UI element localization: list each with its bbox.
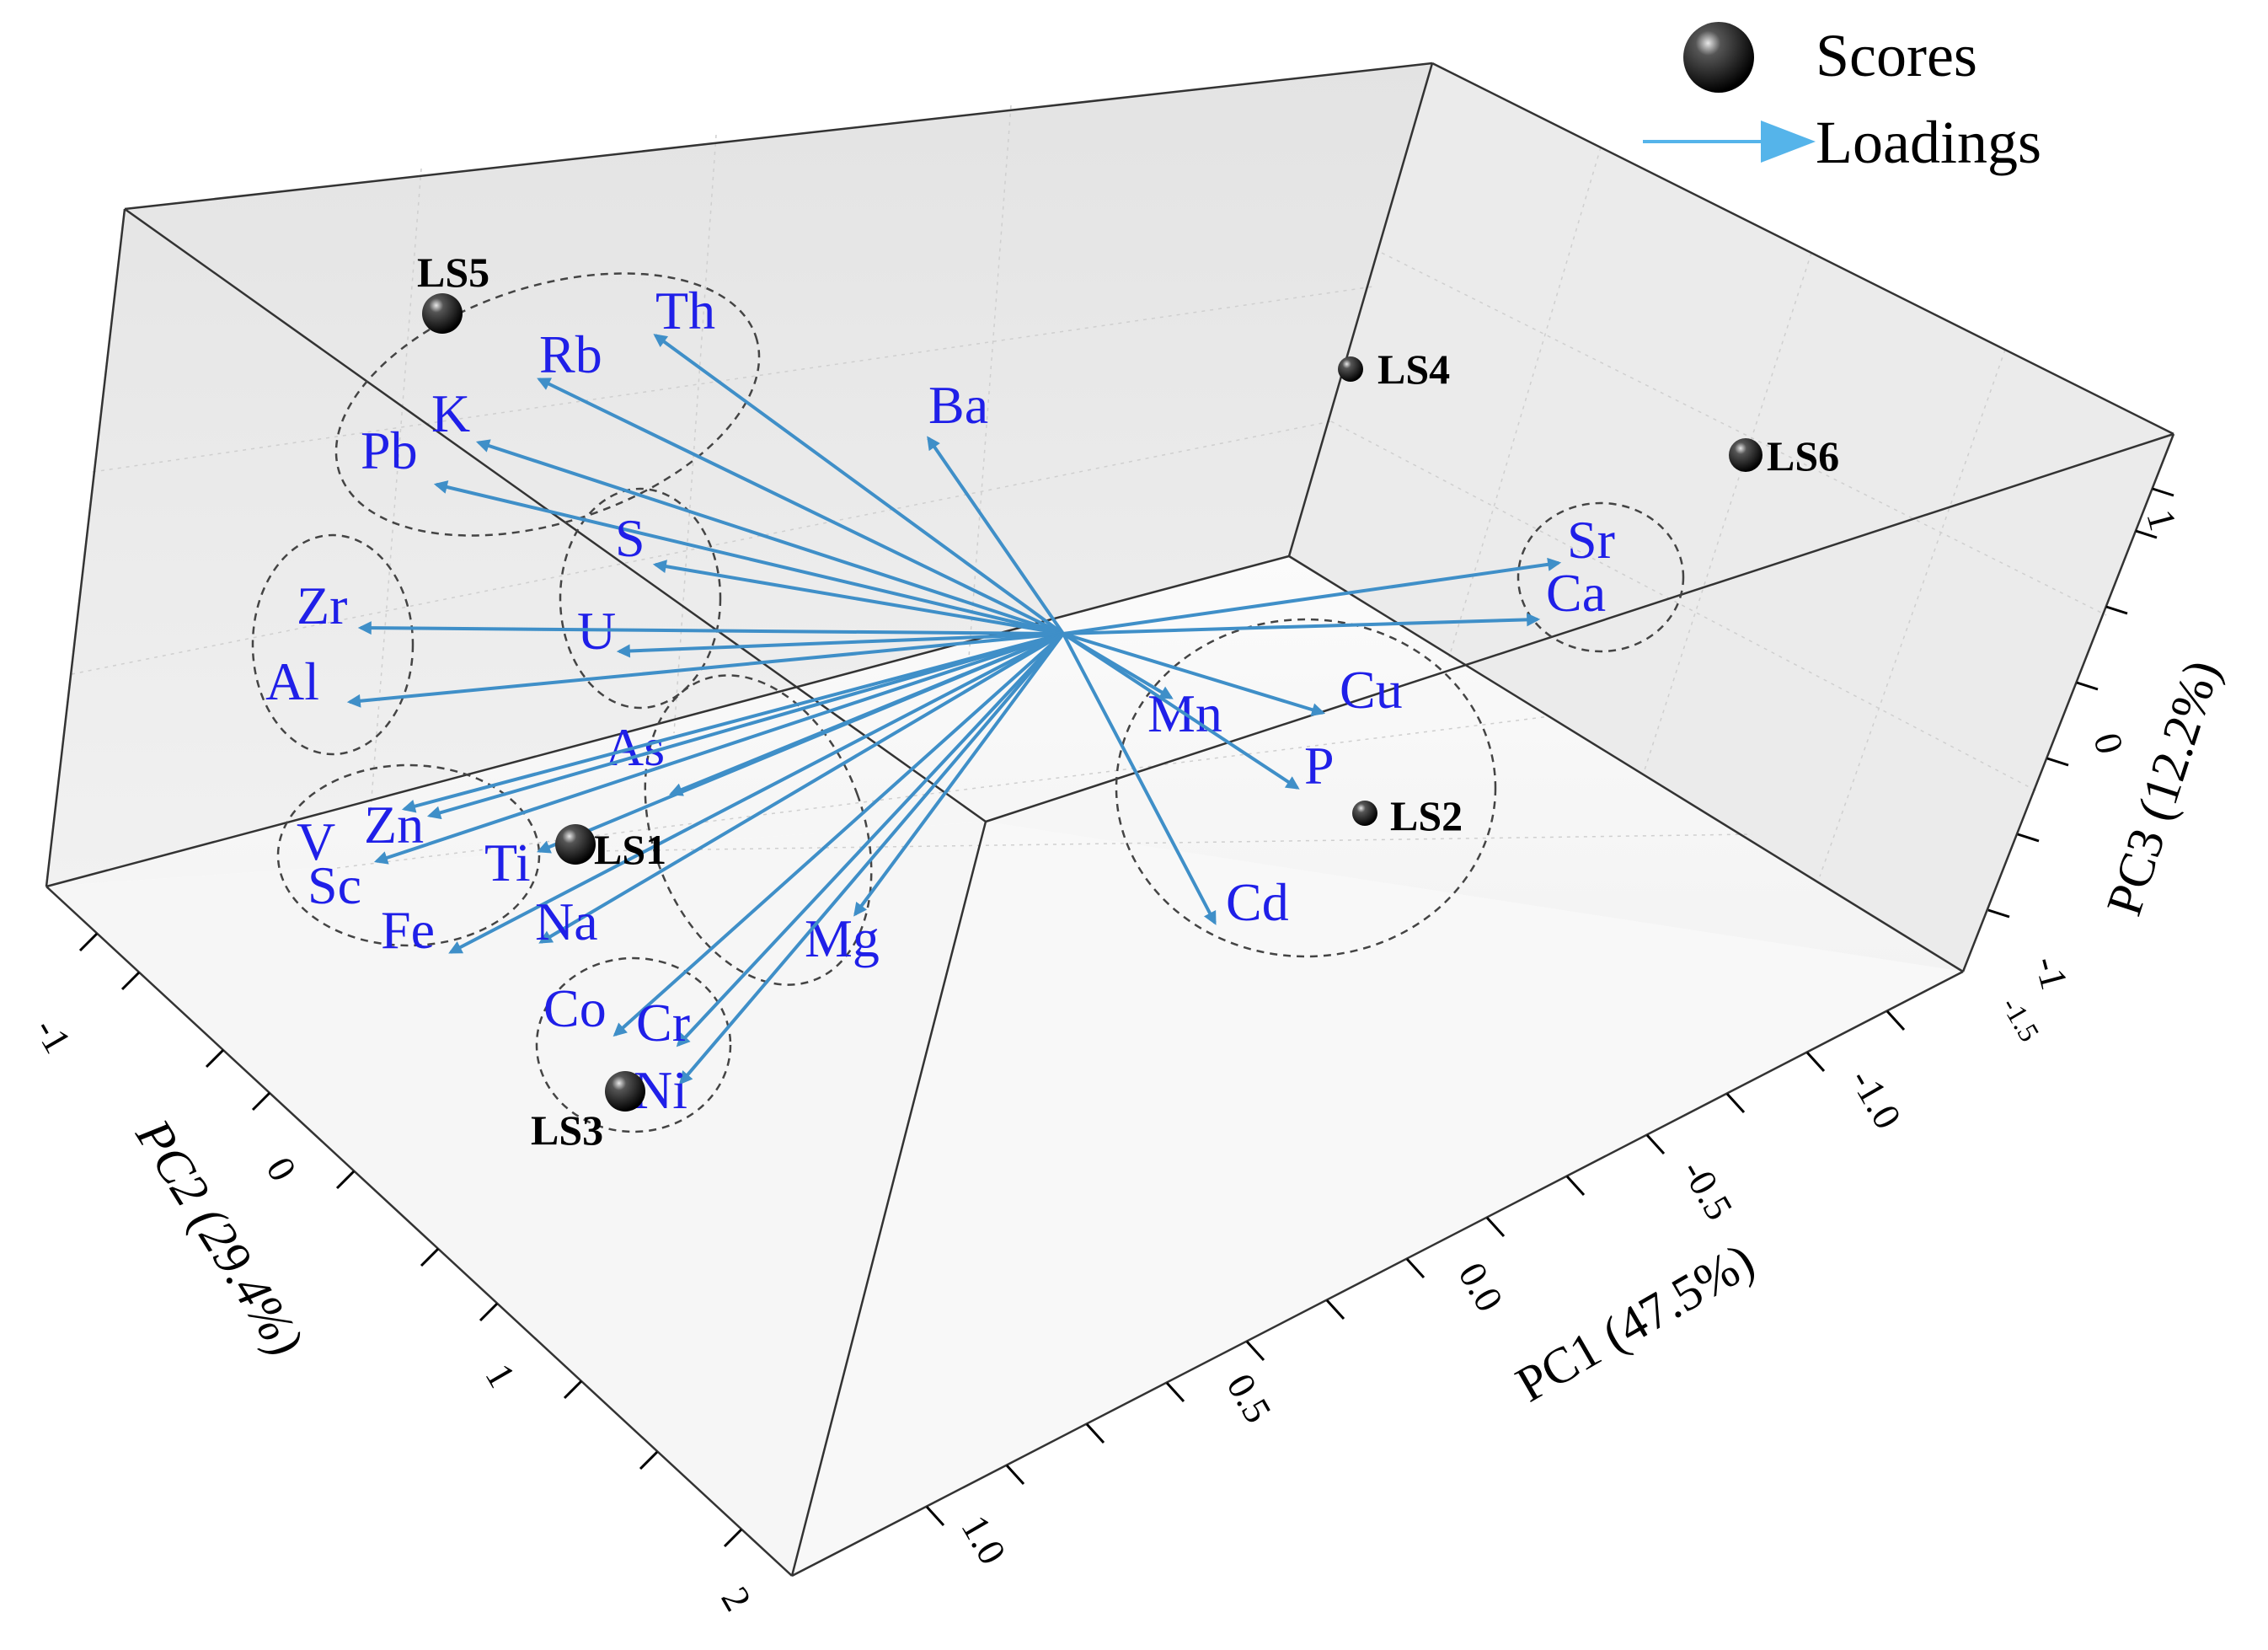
loading-label-cu: Cu (1340, 660, 1403, 720)
loading-label-s: S (615, 508, 645, 568)
axis-ticks (78, 487, 2174, 1548)
pc1-tick-label: -1.5 (1995, 993, 2045, 1047)
loading-label-zn: Zn (364, 795, 424, 854)
loading-arrow-cr (676, 632, 1065, 1047)
pc2-tick-label: 2 (713, 1580, 760, 1618)
pc1-tick-label: 0.5 (1218, 1367, 1280, 1430)
score-point-ls1 (555, 824, 596, 865)
score-point-ls3 (605, 1071, 645, 1112)
pc1-tick-label: -0.5 (1673, 1153, 1741, 1228)
loading-arrow-ba (927, 436, 1065, 635)
loading-label-cr: Cr (636, 993, 690, 1053)
score-label-ls3: LS3 (531, 1106, 603, 1154)
loading-arrow-fe (448, 632, 1064, 954)
loading-label-ti: Ti (484, 833, 531, 892)
pc2-tick-label: 1 (477, 1357, 524, 1395)
pc1-tick-label: 0.0 (1450, 1256, 1511, 1319)
loading-arrow-ti (537, 632, 1064, 854)
loading-label-rb: Rb (539, 324, 602, 384)
score-label-ls2: LS2 (1390, 792, 1463, 839)
loading-label-ba: Ba (928, 375, 988, 435)
loading-arrow-zr (357, 621, 1064, 635)
legend-loading-arrowhead (1761, 121, 1816, 163)
loading-label-p: P (1304, 736, 1335, 796)
cluster-ellipse (334, 272, 761, 537)
loading-label-al: Al (265, 651, 319, 711)
floor-front (46, 822, 986, 1576)
score-point-ls5 (422, 293, 463, 334)
legend-score-marker (1683, 22, 1754, 93)
pc2-axis-title: PC2 (29.4%) (125, 1109, 313, 1365)
cluster-ellipse (251, 533, 415, 756)
loading-arrow-pb (433, 480, 1064, 635)
frame-lines (45, 62, 2175, 1578)
score-label-ls1: LS1 (594, 826, 666, 873)
loading-arrow-ni (678, 632, 1065, 1085)
cluster-ellipse (535, 956, 732, 1133)
loading-arrow-s (652, 560, 1064, 635)
score-label-ls6: LS6 (1767, 432, 1839, 479)
loading-label-mg: Mg (805, 908, 880, 968)
loading-label-cd: Cd (1226, 872, 1289, 932)
loading-arrow-na (538, 632, 1065, 944)
cluster-ellipse (1115, 618, 1497, 958)
loading-arrow-zn (426, 632, 1064, 820)
pc1-tick-label: 1.0 (953, 1508, 1014, 1572)
cluster-ellipses (251, 272, 1685, 1133)
loading-arrow-k (475, 439, 1064, 635)
loading-label-v: V (297, 812, 335, 871)
cluster-ellipse (559, 487, 722, 710)
loading-label-co: Co (543, 978, 607, 1038)
pc2-tick-label: -1 (26, 1011, 79, 1061)
loading-arrow-co (612, 632, 1065, 1037)
loading-label-sr: Sr (1567, 510, 1615, 570)
plot-box (45, 62, 2175, 1578)
score-label-ls5: LS5 (417, 249, 489, 296)
pc2-tick-label: 0 (258, 1150, 305, 1188)
floor-right (792, 822, 1963, 1576)
scores-group: LS1 LS2 LS3 LS4 LS5 LS6 (417, 249, 1839, 1154)
loading-arrow-sr (1062, 557, 1562, 635)
loading-arrow-v (401, 632, 1064, 813)
floor (46, 556, 1963, 972)
cluster-ellipse (276, 763, 541, 947)
loading-arrow-al (346, 632, 1064, 708)
loading-arrow-u (616, 632, 1064, 658)
pc3-tick-label: 1 (2138, 505, 2185, 534)
loading-label-fe: Fe (381, 900, 435, 960)
loading-label-k: K (431, 383, 470, 443)
loading-arrow-cu (1062, 632, 1326, 716)
loadings-group: ThRbKPbSUZrAlBaSrCaCuMnPCdAsMgVZnScTiFeN… (265, 281, 1615, 1120)
pc3-tick-label: -1 (2026, 951, 2076, 994)
loading-label-zr: Zr (297, 576, 347, 635)
loading-arrow-th (653, 334, 1065, 635)
legend: Scores Loadings (1643, 22, 2041, 176)
score-point-ls6 (1729, 438, 1763, 472)
score-point-ls2 (1352, 801, 1377, 826)
cluster-ellipse (644, 674, 873, 986)
pc1-tick-label: -1.0 (1842, 1062, 1910, 1137)
loading-label-ca: Ca (1546, 563, 1606, 623)
score-point-ls4 (1338, 356, 1363, 382)
loading-label-pb: Pb (361, 421, 418, 480)
legend-label-loadings: Loadings (1816, 109, 2041, 176)
loading-label-th: Th (655, 281, 715, 340)
legend-label-scores: Scores (1816, 22, 1977, 89)
loading-arrow-rb (537, 378, 1064, 635)
loading-arrow-mg (853, 632, 1065, 917)
loading-arrow-ca (1062, 613, 1541, 635)
loading-arrow-p (1062, 632, 1300, 790)
loading-arrow-sc (373, 632, 1064, 865)
loading-arrow-cd (1062, 633, 1217, 925)
pc3-axis-title: PC3 (12.2%) (2096, 654, 2231, 922)
cluster-ellipse (1516, 501, 1685, 653)
loading-label-sc: Sc (308, 855, 361, 915)
pc1-axis-title: PC1 (47.5%) (1507, 1232, 1763, 1412)
pc3-tick-label: 0 (2085, 728, 2132, 758)
loading-label-na: Na (535, 892, 598, 951)
back-wall-right (1289, 63, 2174, 972)
score-label-ls4: LS4 (1377, 346, 1450, 393)
